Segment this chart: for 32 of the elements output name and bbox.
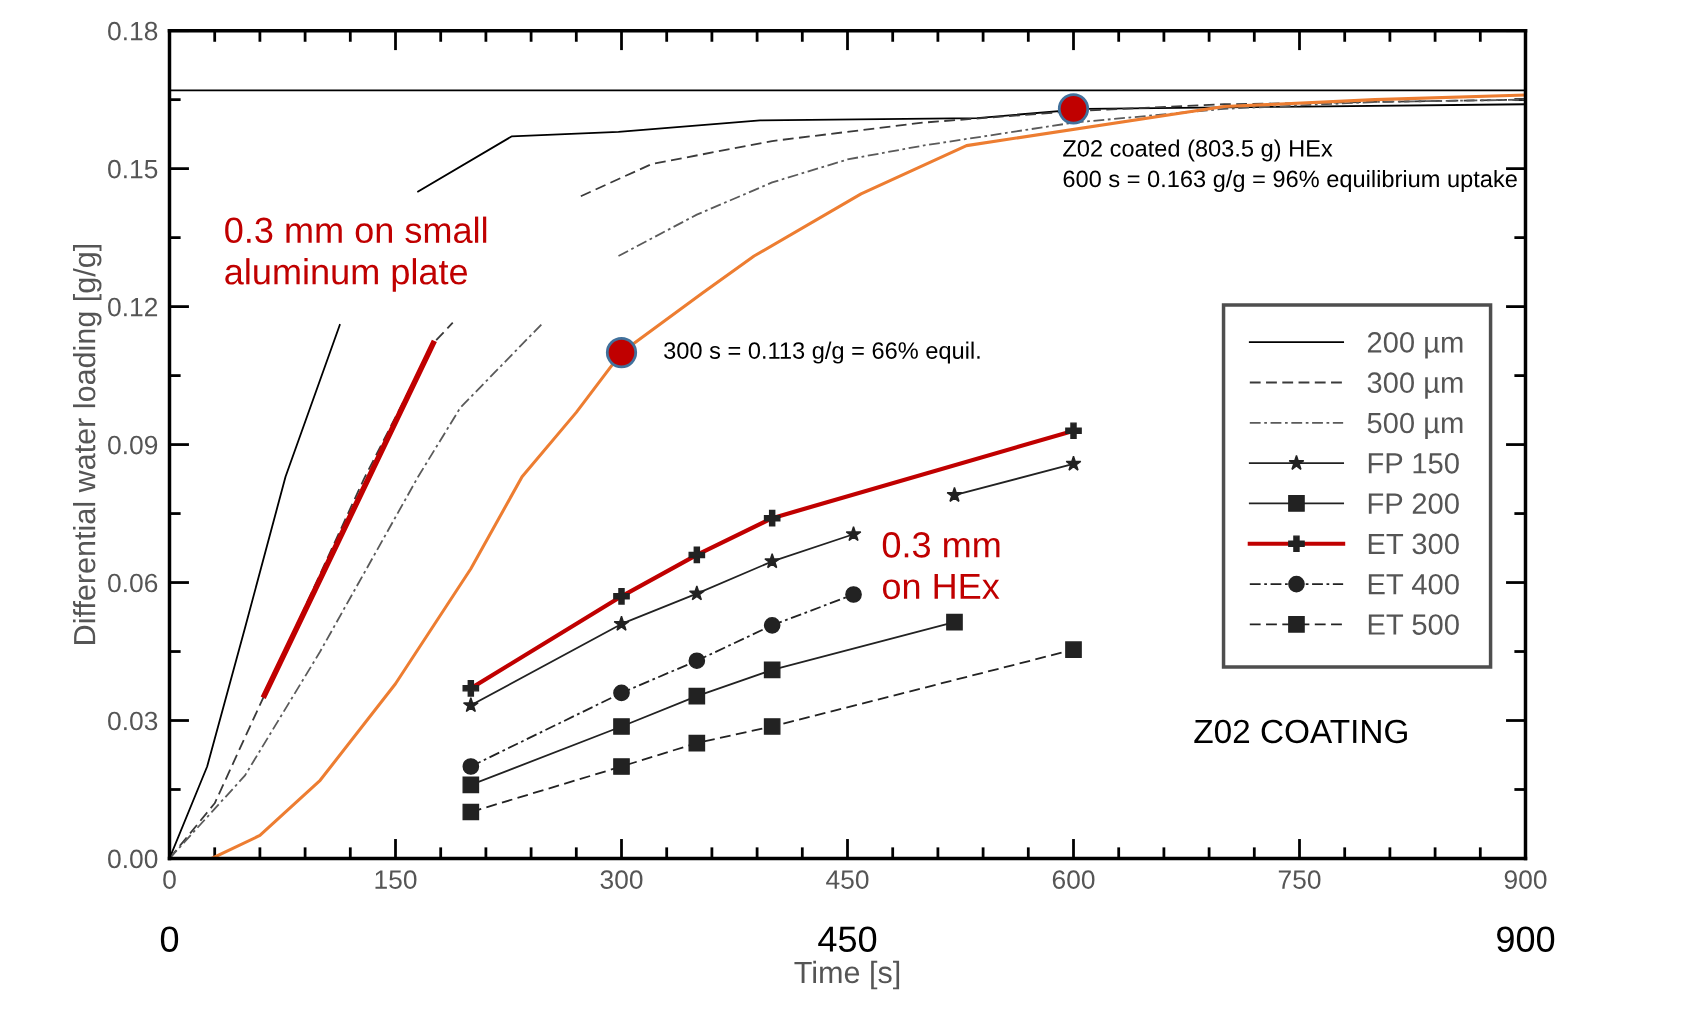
legend-label: 200 µm [1367, 332, 1463, 359]
x-tick-label: 900 [1504, 870, 1547, 889]
x-tick-label: 0 [163, 870, 176, 889]
y-tick-label: 0.18 [108, 21, 158, 41]
x2-tick-label: 450 [818, 926, 877, 952]
y-tick-label: 0.00 [108, 849, 158, 869]
y-axis-title: Differential water loading [g/g] [72, 244, 102, 644]
annotation: 0.3 mm on HEx [882, 532, 1000, 600]
legend-label: ET 400 [1368, 573, 1459, 595]
y-tick-label: 0.15 [108, 159, 158, 179]
y-tick-label: 0.09 [108, 435, 158, 455]
x2-tick-label: 900 [1497, 926, 1555, 952]
legend-label: 300 µm [1367, 372, 1463, 399]
legend-label: ET 500 [1368, 614, 1459, 635]
y-tick-label: 0.06 [108, 573, 158, 593]
x-tick-label: 150 [375, 870, 417, 889]
y-tick-label: 0.03 [108, 711, 158, 731]
legend-label: 500 µm [1367, 412, 1463, 440]
x-tick-label: 450 [826, 870, 869, 889]
annotation: Z02 coated (803.5 g) HEx 600 s = 0.163 g/g = 96% equilibrium uptake [1063, 139, 1517, 192]
annotation: 300 s = 0.113 g/g = 66% equil. [664, 341, 980, 364]
annotation: Z02 COATING [1194, 719, 1407, 744]
legend-label: FP 200 [1368, 493, 1459, 514]
annotation: 0.3 mm on small aluminum plate [225, 216, 487, 292]
x-tick-label: 600 [1052, 870, 1095, 889]
x2-tick-label: 0 [160, 926, 179, 952]
x-axis-title: Time [s] [794, 960, 900, 990]
x-tick-label: 750 [1278, 870, 1321, 889]
legend-label: FP 150 [1368, 452, 1459, 474]
y-tick-label: 0.12 [108, 297, 158, 317]
x-tick-label: 300 [600, 870, 643, 889]
legend-label: ET 300 [1368, 533, 1459, 555]
